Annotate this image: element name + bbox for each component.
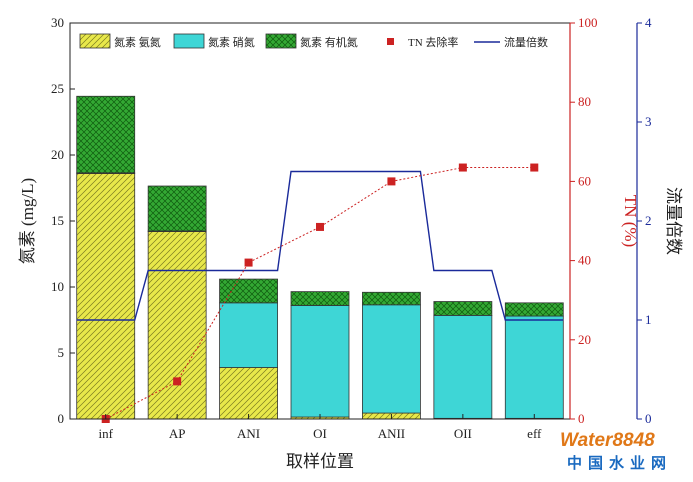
right-axis-1-tick-label: 80 — [578, 94, 591, 109]
bar-segment-2 — [433, 314, 493, 419]
x-axis-tick-label: eff — [527, 426, 542, 441]
left-axis-tick-label: 5 — [58, 345, 65, 360]
bar-segment-1 — [76, 173, 136, 420]
removal-rate-point — [173, 377, 182, 386]
removal-rate-point — [244, 258, 253, 267]
left-axis-tick-label: 30 — [51, 15, 64, 30]
bar-segment-2 — [362, 304, 421, 414]
bar-segment-1 — [219, 367, 278, 420]
bar-segment-2 — [219, 302, 278, 368]
right-axis-2-tick-label: 0 — [645, 411, 652, 426]
x-axis-title: 取样位置 — [286, 452, 354, 471]
right-axis-1-title: TN (%) — [621, 195, 640, 247]
legend-swatch-3 — [265, 33, 297, 49]
legend-swatch-2 — [173, 33, 205, 49]
removal-rate-point — [530, 163, 539, 172]
right-axis-1-tick-label: 0 — [578, 411, 585, 426]
legend-removal-marker — [387, 38, 394, 45]
bar-segment-3 — [76, 95, 136, 174]
left-axis-title: 氮素 (mg/L) — [18, 178, 37, 264]
x-axis-tick-label: OII — [454, 426, 472, 441]
right-axis-2-tick-label: 1 — [645, 312, 652, 327]
bar-segment-3 — [362, 291, 421, 306]
removal-rate-point — [316, 222, 324, 231]
bar-segment-1 — [147, 231, 207, 420]
legend-removal-label: TN 去除率 — [408, 35, 458, 49]
legend-swatch-1 — [79, 33, 111, 49]
legend-label-3: 氮素 有机氮 — [300, 35, 358, 49]
bar-segment-3 — [433, 301, 493, 316]
right-axis-1-tick-label: 100 — [578, 15, 598, 30]
left-axis-tick-label: 0 — [58, 411, 65, 426]
left-axis-tick-label: 15 — [51, 213, 64, 228]
x-axis-tick-label: ANI — [237, 426, 260, 441]
bar-segment-3 — [147, 185, 207, 232]
right-axis-1-tick-label: 40 — [578, 253, 591, 268]
removal-rate-point — [387, 177, 396, 186]
removal-rate-point — [458, 163, 467, 172]
right-axis-1-tick-label: 20 — [578, 332, 591, 347]
x-axis-tick-label: AP — [169, 426, 186, 441]
legend-flow-label: 流量倍数 — [504, 35, 548, 49]
left-axis-tick-label: 20 — [51, 147, 64, 162]
x-axis-tick-label: OI — [313, 426, 327, 441]
bar-segment-3 — [290, 291, 350, 306]
bar-segment-3 — [504, 302, 564, 317]
right-axis-2-title: 流量倍数 — [664, 187, 683, 255]
legend-label-1: 氮素 氨氮 — [114, 35, 161, 49]
bar-segment-3 — [219, 278, 278, 304]
right-axis-1-tick-label: 60 — [578, 173, 591, 188]
x-axis-tick-label: inf — [98, 426, 113, 441]
x-axis-tick-label: ANII — [378, 426, 405, 441]
left-axis-tick-label: 25 — [51, 81, 64, 96]
legend-label-2: 氮素 硝氮 — [208, 35, 255, 49]
watermark-cn: 中国水业网 — [567, 455, 673, 472]
right-axis-2-tick-label: 2 — [645, 213, 652, 228]
left-axis-tick-label: 10 — [51, 279, 64, 294]
right-axis-2-tick-label: 3 — [645, 114, 652, 129]
bar-segment-2 — [290, 305, 350, 418]
watermark-brand: Water8848 — [560, 430, 655, 451]
right-axis-2-tick-label: 4 — [645, 15, 652, 30]
flow-multiple-line — [76, 170, 564, 321]
bar-segment-2 — [504, 315, 564, 419]
